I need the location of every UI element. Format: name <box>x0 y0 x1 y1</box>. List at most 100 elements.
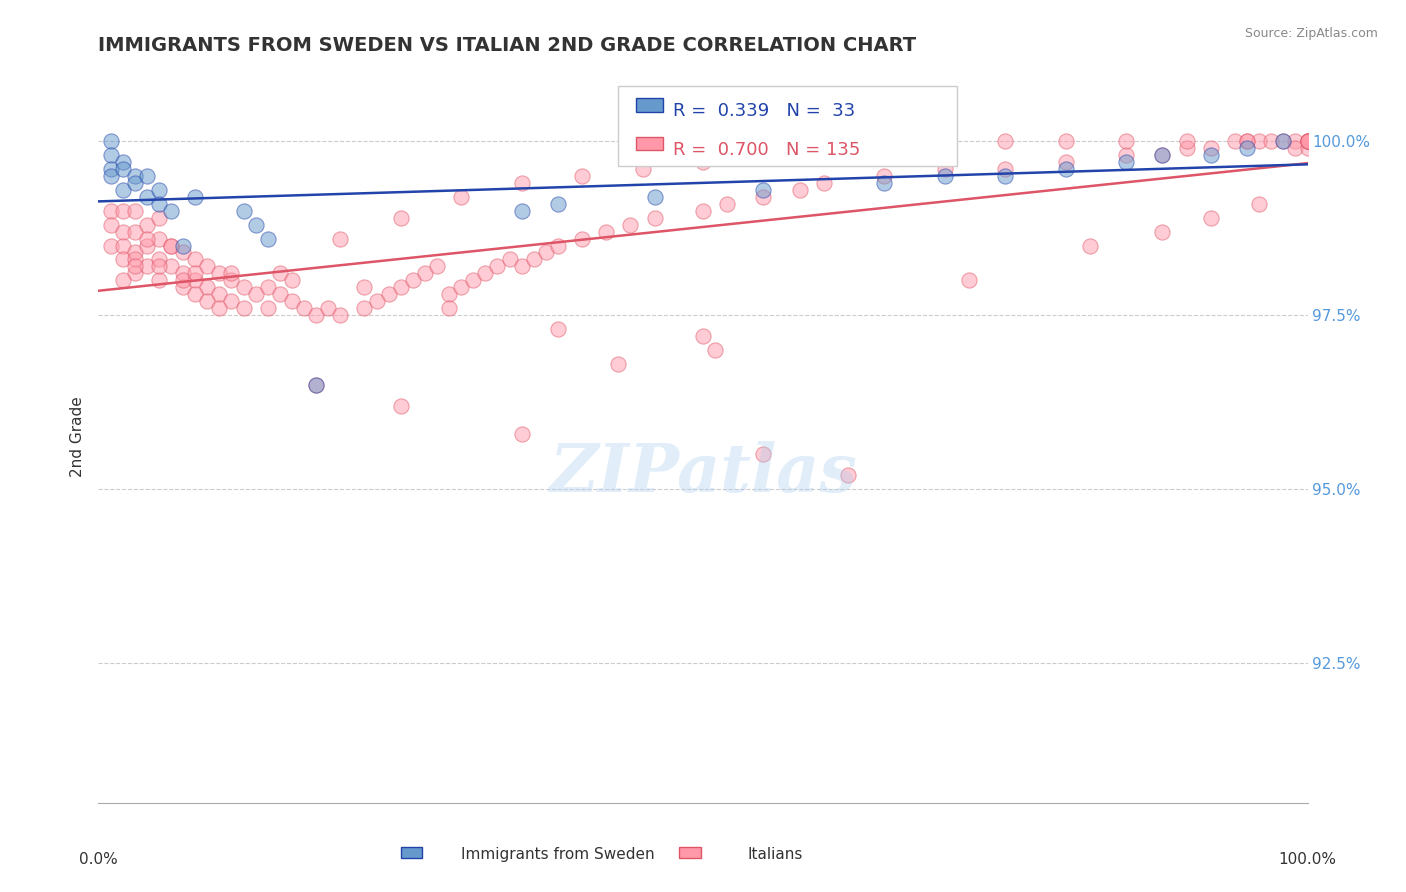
Point <box>571 231 593 245</box>
Point <box>873 141 896 155</box>
Point <box>329 308 352 322</box>
Point <box>124 203 146 218</box>
Point <box>547 196 569 211</box>
Point <box>1115 155 1137 169</box>
Text: 0.0%: 0.0% <box>79 852 118 866</box>
Point <box>111 161 134 176</box>
Point <box>934 161 956 176</box>
Point <box>124 266 146 280</box>
Point <box>1152 148 1174 162</box>
Point <box>873 176 896 190</box>
Point <box>184 287 207 301</box>
Point <box>305 308 328 322</box>
Point <box>305 377 328 392</box>
Point <box>111 203 134 218</box>
Point <box>644 211 666 225</box>
Point <box>184 190 207 204</box>
Point <box>100 218 122 232</box>
Point <box>437 301 460 316</box>
Point <box>208 301 231 316</box>
Point <box>124 252 146 267</box>
Point <box>135 260 157 274</box>
Point <box>184 273 207 287</box>
Text: R =  0.700   N = 135: R = 0.700 N = 135 <box>672 141 860 159</box>
Point <box>232 203 254 218</box>
Point <box>208 266 231 280</box>
Point <box>704 343 727 357</box>
Point <box>135 238 157 252</box>
Point <box>172 273 194 287</box>
Point <box>100 169 122 183</box>
Point <box>426 260 449 274</box>
Point <box>172 238 194 252</box>
Point <box>450 190 472 204</box>
Point <box>1296 134 1319 148</box>
Point <box>160 260 183 274</box>
Point <box>184 252 207 267</box>
Point <box>413 266 436 280</box>
Point <box>256 301 278 316</box>
Point <box>463 273 485 287</box>
Point <box>316 301 339 316</box>
Point <box>752 183 775 197</box>
Point <box>124 260 146 274</box>
Point <box>1054 161 1077 176</box>
Point <box>595 225 617 239</box>
Text: 100.0%: 100.0% <box>1278 852 1337 866</box>
Text: IMMIGRANTS FROM SWEDEN VS ITALIAN 2ND GRADE CORRELATION CHART: IMMIGRANTS FROM SWEDEN VS ITALIAN 2ND GR… <box>98 36 917 54</box>
Point <box>160 238 183 252</box>
Point <box>232 280 254 294</box>
Point <box>534 245 557 260</box>
Point <box>789 183 811 197</box>
Text: Italians: Italians <box>748 847 803 862</box>
Point <box>1054 134 1077 148</box>
Point <box>172 266 194 280</box>
Point <box>148 273 170 287</box>
Point <box>208 287 231 301</box>
Bar <box>679 847 700 858</box>
Point <box>1175 141 1198 155</box>
Point <box>994 161 1017 176</box>
Point <box>305 377 328 392</box>
Point <box>1296 134 1319 148</box>
Point <box>813 176 835 190</box>
Point <box>1199 141 1222 155</box>
Point <box>148 211 170 225</box>
Point <box>1152 225 1174 239</box>
Point <box>1152 148 1174 162</box>
Point <box>692 155 714 169</box>
Point <box>957 273 980 287</box>
Point <box>498 252 520 267</box>
Point <box>510 203 533 218</box>
Point <box>1175 134 1198 148</box>
Point <box>148 183 170 197</box>
Bar <box>637 137 664 151</box>
Point <box>124 245 146 260</box>
Point <box>1236 141 1258 155</box>
Point <box>135 218 157 232</box>
Point <box>631 161 654 176</box>
Point <box>160 238 183 252</box>
Point <box>281 294 304 309</box>
Point <box>100 161 122 176</box>
Point <box>195 260 218 274</box>
Point <box>245 287 267 301</box>
Point <box>148 196 170 211</box>
Point <box>269 266 291 280</box>
Point <box>547 322 569 336</box>
Point <box>172 245 194 260</box>
Point <box>486 260 509 274</box>
Point <box>1115 148 1137 162</box>
Point <box>873 169 896 183</box>
Point <box>124 176 146 190</box>
Point <box>124 225 146 239</box>
Point <box>281 273 304 287</box>
Point <box>124 169 146 183</box>
Point <box>148 260 170 274</box>
Point <box>644 190 666 204</box>
Point <box>111 183 134 197</box>
Point <box>111 273 134 287</box>
Point <box>692 329 714 343</box>
Point <box>111 238 134 252</box>
Point <box>1296 134 1319 148</box>
